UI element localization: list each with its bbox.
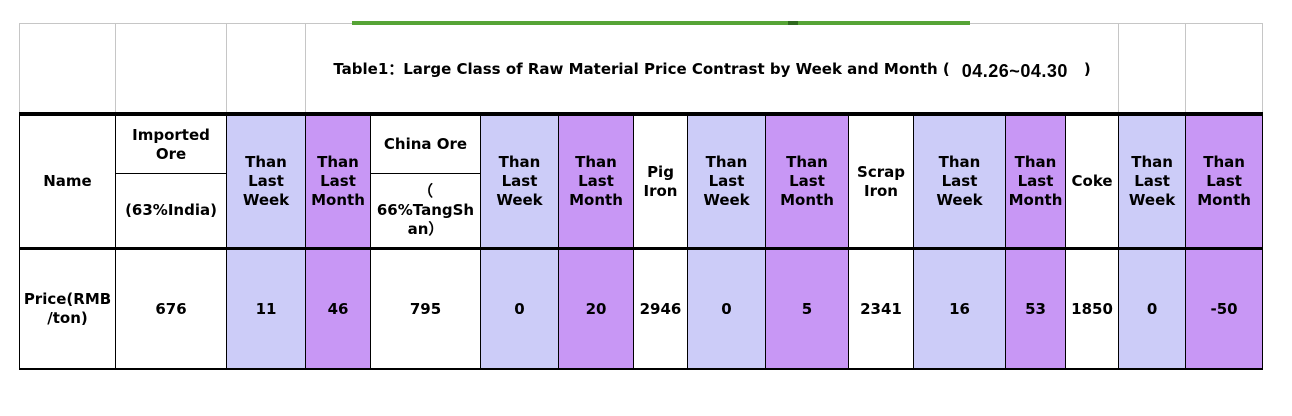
header-than-last-week: Than Last Week (1118, 112, 1187, 249)
header-pig-iron: Pig Iron (633, 112, 688, 249)
green-accent-line (352, 21, 970, 25)
title-row-empty-cell (1118, 23, 1187, 114)
header-china-ore: China Ore (370, 112, 481, 174)
header-scrap-iron: Scrap Iron (848, 112, 914, 249)
title-row: Table1：Large Class of Raw Material Price… (19, 23, 1264, 114)
value-coke: 1850 (1064, 247, 1120, 370)
value-than-last-month: 5 (765, 247, 849, 370)
header-than-last-month: Than Last Month (558, 112, 634, 249)
price-row: Price(RMB /ton) 676 11 46 795 0 20 2946 … (19, 247, 1264, 370)
header-than-last-week: Than Last Week (687, 112, 766, 249)
value-than-last-month: 20 (558, 247, 634, 370)
header-than-last-week: Than Last Week (226, 112, 306, 249)
title-row-empty-cell (226, 23, 306, 114)
header-than-last-month: Than Last Month (1005, 112, 1066, 249)
title-row-empty-cell (19, 23, 116, 114)
value-than-last-week: 0 (480, 247, 559, 370)
title-suffix: ) (1083, 59, 1091, 78)
title-row-empty-cell (115, 23, 227, 114)
value-than-last-week: 16 (913, 247, 1006, 370)
value-pig-iron: 2946 (633, 247, 688, 370)
header-row: Name Imported Ore Than Last Week Than La… (19, 112, 1264, 249)
header-imported-ore: Imported Ore (115, 112, 227, 174)
value-than-last-week: 11 (226, 247, 306, 370)
value-than-last-month: -50 (1185, 247, 1264, 370)
header-than-last-month: Than Last Month (765, 112, 849, 249)
header-than-last-week: Than Last Week (913, 112, 1006, 249)
value-scrap-iron: 2341 (848, 247, 914, 370)
value-china-ore: 795 (370, 247, 481, 370)
value-than-last-week: 0 (1118, 247, 1187, 370)
price-row-label: Price(RMB /ton) (19, 247, 116, 370)
subheader-row: (63%India) （ 66%TangSh an） (20, 173, 1263, 249)
table-title: Table1：Large Class of Raw Material Price… (333, 59, 1091, 81)
header-than-last-month: Than Last Month (1185, 112, 1264, 249)
green-accent-line-dash (788, 21, 798, 25)
header-than-last-month: Than Last Month (305, 112, 371, 249)
subheader-imported-ore-spec: (63%India) (115, 173, 227, 249)
table-title-cell: Table1：Large Class of Raw Material Price… (304, 23, 1120, 114)
value-imported-ore: 676 (115, 247, 227, 370)
header-coke: Coke (1064, 112, 1120, 249)
title-period: 04.26~04.30 (961, 60, 1068, 81)
value-than-last-month: 53 (1005, 247, 1066, 370)
title-prefix: Table1：Large Class of Raw Material Price… (333, 59, 950, 78)
title-row-empty-cell (1185, 23, 1264, 114)
value-than-last-month: 46 (305, 247, 371, 370)
raw-material-price-table: Table1：Large Class of Raw Material Price… (19, 23, 1264, 370)
header-than-last-week: Than Last Week (480, 112, 559, 249)
header-name: Name (19, 112, 116, 249)
value-than-last-week: 0 (687, 247, 766, 370)
subheader-china-ore-spec: （ 66%TangSh an） (370, 173, 481, 249)
